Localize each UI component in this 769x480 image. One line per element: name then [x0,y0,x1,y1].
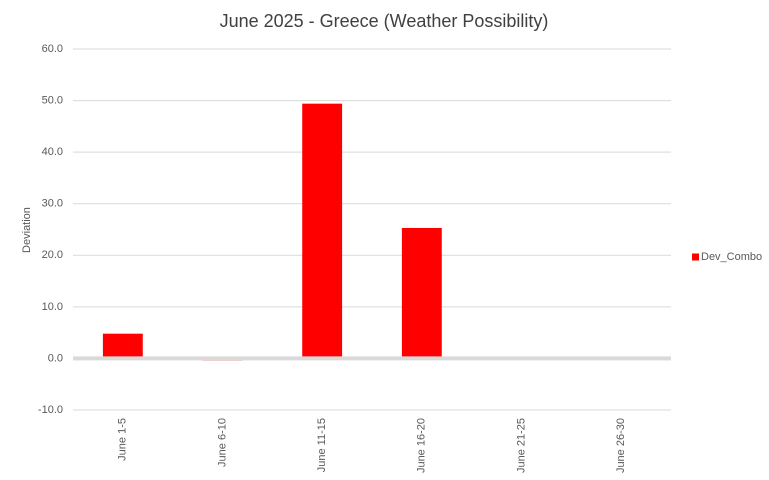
y-tick-label: -10.0 [38,404,63,416]
bar [102,333,143,359]
x-tick-label: June 6-10 [216,418,228,467]
legend-label: Dev_Combo [701,251,762,263]
bar [302,103,343,359]
bar [401,227,442,359]
y-axis-label: Deviation [21,207,33,253]
y-tick-label: 40.0 [42,146,63,158]
x-tick-label: June 11-15 [316,418,328,472]
y-tick-label: 30.0 [42,198,63,210]
y-tick-label: 0.0 [48,352,63,364]
y-tick-label: 10.0 [42,301,63,313]
x-tick-label: June 1-5 [117,418,129,461]
y-tick-label: 20.0 [42,249,63,261]
x-tick-label: June 16-20 [416,418,428,473]
legend-swatch [692,253,699,261]
chart-title: June 2025 - Greece (Weather Possibility) [220,11,549,31]
y-tick-label: 50.0 [42,94,63,106]
x-tick-label: June 26-30 [615,418,627,473]
y-tick-label: 60.0 [42,43,63,55]
x-tick-label: June 21-25 [515,418,527,473]
